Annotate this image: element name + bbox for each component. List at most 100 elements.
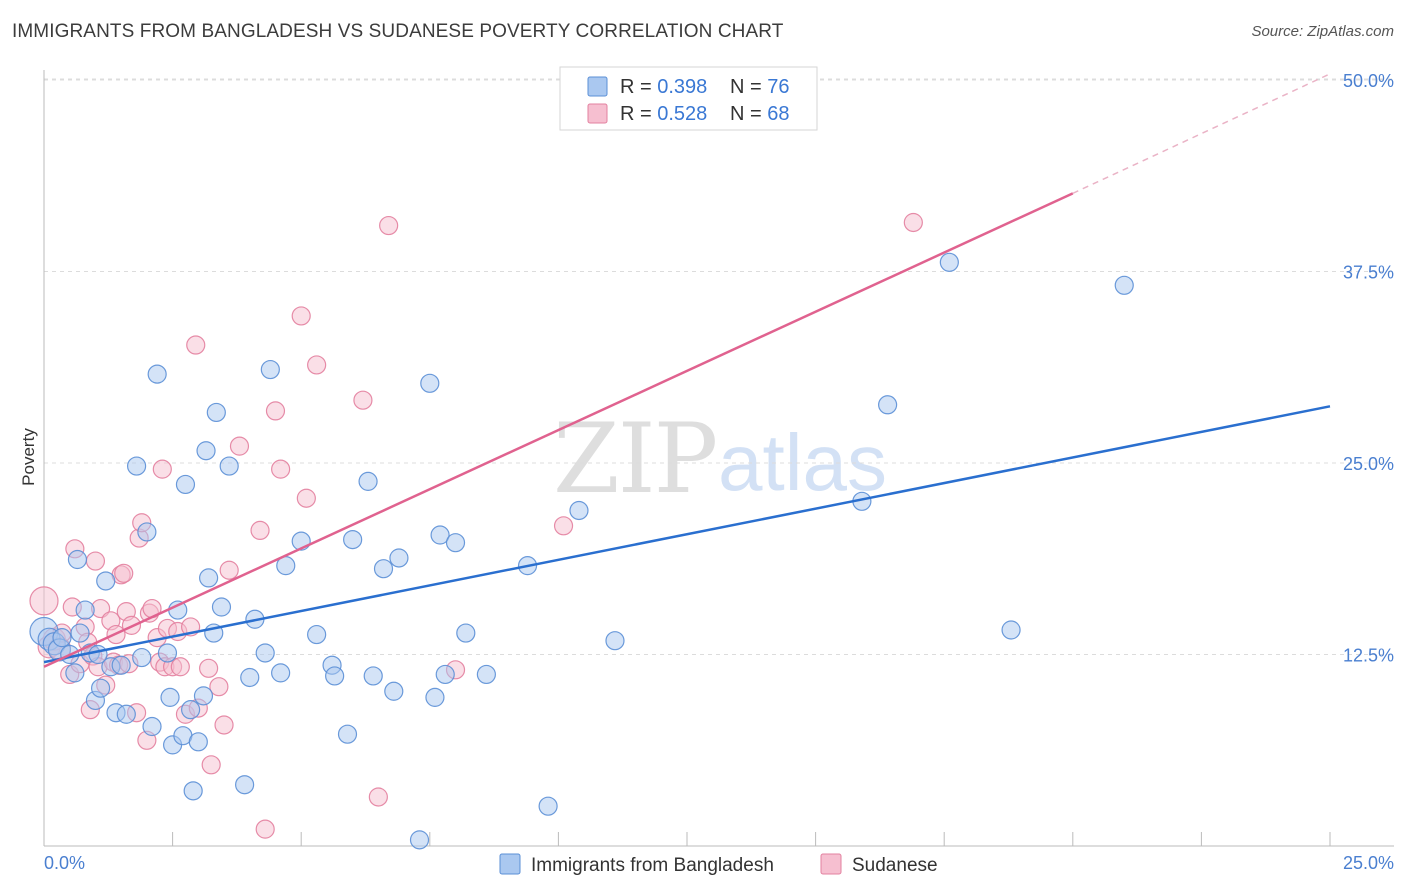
- bottom-legend-swatch-blue: [499, 853, 521, 875]
- point-bangladesh: [420, 373, 440, 393]
- watermark: ZIP atlas: [553, 403, 887, 515]
- point-bangladesh: [52, 628, 72, 648]
- point-sudanese: [199, 658, 219, 678]
- point-sudanese: [368, 787, 388, 807]
- point-bangladesh: [435, 664, 455, 685]
- y-tick-label: 25.0%: [1343, 454, 1394, 474]
- point-bangladesh: [211, 597, 232, 617]
- point-bangladesh: [337, 724, 358, 744]
- point-bangladesh: [325, 666, 345, 686]
- point-sudanese: [291, 306, 311, 326]
- bottom-legend-swatch-pink: [820, 853, 842, 875]
- point-bangladesh: [605, 631, 625, 651]
- correlation-legend: R = 0.398 N = 76 R = 0.528 N = 68: [559, 66, 818, 131]
- point-sudanese: [553, 516, 574, 536]
- point-sudanese: [379, 215, 399, 236]
- point-bangladesh: [569, 500, 589, 521]
- point-bangladesh: [193, 686, 214, 706]
- trendline-bangladesh: [43, 405, 1331, 664]
- point-bangladesh: [271, 663, 291, 683]
- legend-swatch-pink: [587, 103, 608, 124]
- point-bangladesh: [206, 402, 226, 423]
- point-sudanese: [186, 335, 206, 355]
- point-bangladesh: [430, 525, 450, 545]
- point-bangladesh: [90, 678, 111, 698]
- point-bangladesh: [409, 830, 430, 850]
- point-sudanese: [209, 677, 229, 697]
- point-sudanese: [170, 657, 190, 677]
- point-bangladesh: [384, 681, 404, 701]
- trendline-sudanese: [43, 192, 1074, 668]
- point-sudanese: [219, 560, 239, 580]
- point-bangladesh: [137, 522, 157, 542]
- point-bangladesh: [132, 647, 152, 668]
- y-tick-labels: 12.5% 25.0% 37.5% 50.0%: [1343, 71, 1394, 666]
- point-bangladesh: [70, 623, 90, 643]
- legend-row-2: R = 0.528 N = 68: [620, 103, 790, 125]
- y-axis-label: Poverty: [19, 428, 38, 486]
- point-bangladesh: [425, 687, 445, 707]
- trendline-sudanese-extension: [1072, 73, 1331, 195]
- watermark-atlas: atlas: [718, 418, 887, 507]
- point-bangladesh: [456, 623, 476, 643]
- y-tick-label: 12.5%: [1343, 646, 1394, 666]
- point-bangladesh: [240, 667, 260, 688]
- point-sudanese: [255, 819, 275, 839]
- point-sudanese: [296, 488, 316, 508]
- point-bangladesh: [116, 704, 136, 724]
- point-bangladesh: [476, 664, 496, 685]
- point-bangladesh: [181, 700, 201, 720]
- point-bangladesh: [96, 571, 116, 591]
- point-bangladesh: [235, 775, 255, 795]
- point-sudanese: [271, 459, 291, 479]
- point-bangladesh: [168, 600, 188, 620]
- legend-swatch-blue: [587, 76, 608, 97]
- series-bangladesh-points: [29, 252, 1134, 850]
- point-bangladesh: [389, 548, 409, 568]
- point-sudanese: [229, 436, 250, 456]
- watermark-zip: ZIP: [553, 403, 716, 515]
- point-bangladesh: [358, 471, 378, 491]
- point-bangladesh: [1001, 620, 1021, 640]
- point-bangladesh: [196, 441, 216, 461]
- point-bangladesh: [111, 655, 131, 675]
- point-bangladesh: [160, 687, 180, 707]
- point-bangladesh: [188, 732, 208, 752]
- point-bangladesh: [363, 666, 383, 686]
- point-sudanese: [152, 459, 172, 479]
- point-sudanese: [214, 715, 234, 735]
- grid: [44, 78, 1394, 655]
- point-bangladesh: [67, 549, 88, 570]
- point-bangladesh: [445, 533, 466, 553]
- point-bangladesh: [75, 600, 95, 620]
- chart-title: IMMIGRANTS FROM BANGLADESH VS SUDANESE P…: [12, 21, 784, 42]
- point-bangladesh: [878, 395, 898, 415]
- point-bangladesh: [373, 559, 394, 579]
- point-bangladesh: [307, 624, 327, 645]
- point-bangladesh: [142, 716, 162, 737]
- point-bangladesh: [183, 781, 203, 801]
- trend-lines: [43, 73, 1331, 668]
- point-sudanese: [114, 563, 134, 583]
- point-bangladesh: [147, 364, 167, 384]
- point-bangladesh: [1114, 275, 1134, 295]
- point-bangladesh: [343, 529, 363, 550]
- point-bangladesh: [157, 643, 178, 663]
- point-sudanese: [29, 586, 59, 616]
- y-tick-label: 37.5%: [1343, 263, 1394, 283]
- series-legend: Immigrants from Bangladesh Sudanese: [499, 853, 938, 876]
- x-tick-label-min: 0.0%: [44, 853, 85, 873]
- x-axis-ticks: [43, 832, 1331, 846]
- point-sudanese: [250, 520, 270, 541]
- point-sudanese: [307, 355, 327, 375]
- point-sudanese: [903, 212, 923, 233]
- point-sudanese: [265, 401, 286, 421]
- point-sudanese: [353, 390, 373, 410]
- point-bangladesh: [255, 643, 275, 663]
- bottom-legend-label-bangladesh: Immigrants from Bangladesh: [531, 855, 774, 876]
- bottom-legend-label-sudanese: Sudanese: [852, 855, 938, 876]
- point-sudanese: [85, 551, 106, 571]
- point-bangladesh: [65, 663, 85, 683]
- point-bangladesh: [219, 456, 239, 476]
